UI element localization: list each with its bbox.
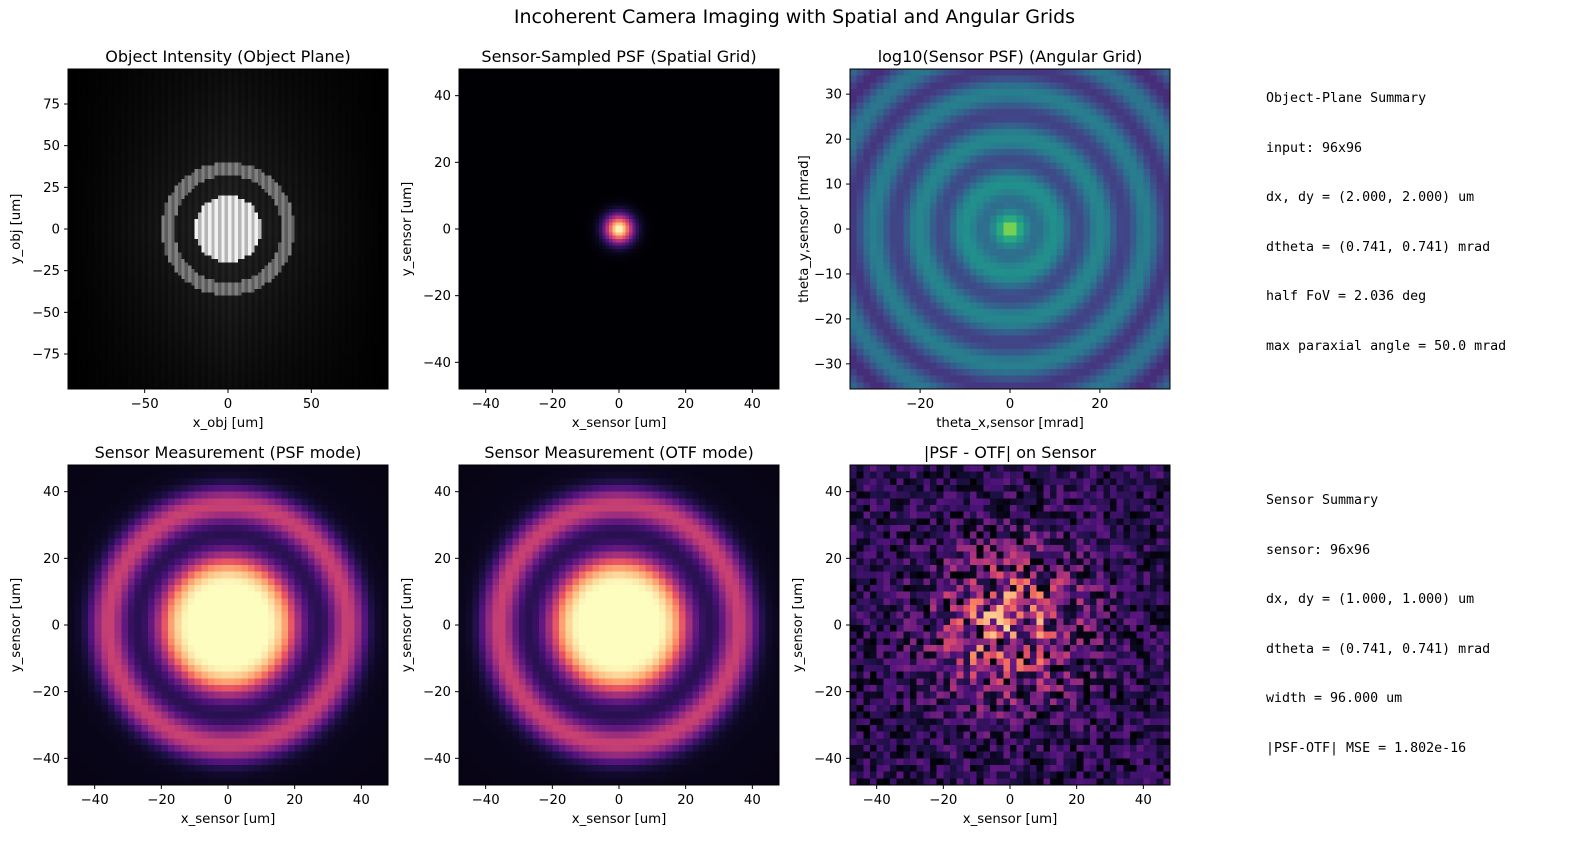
heatmap-image (68, 69, 389, 390)
